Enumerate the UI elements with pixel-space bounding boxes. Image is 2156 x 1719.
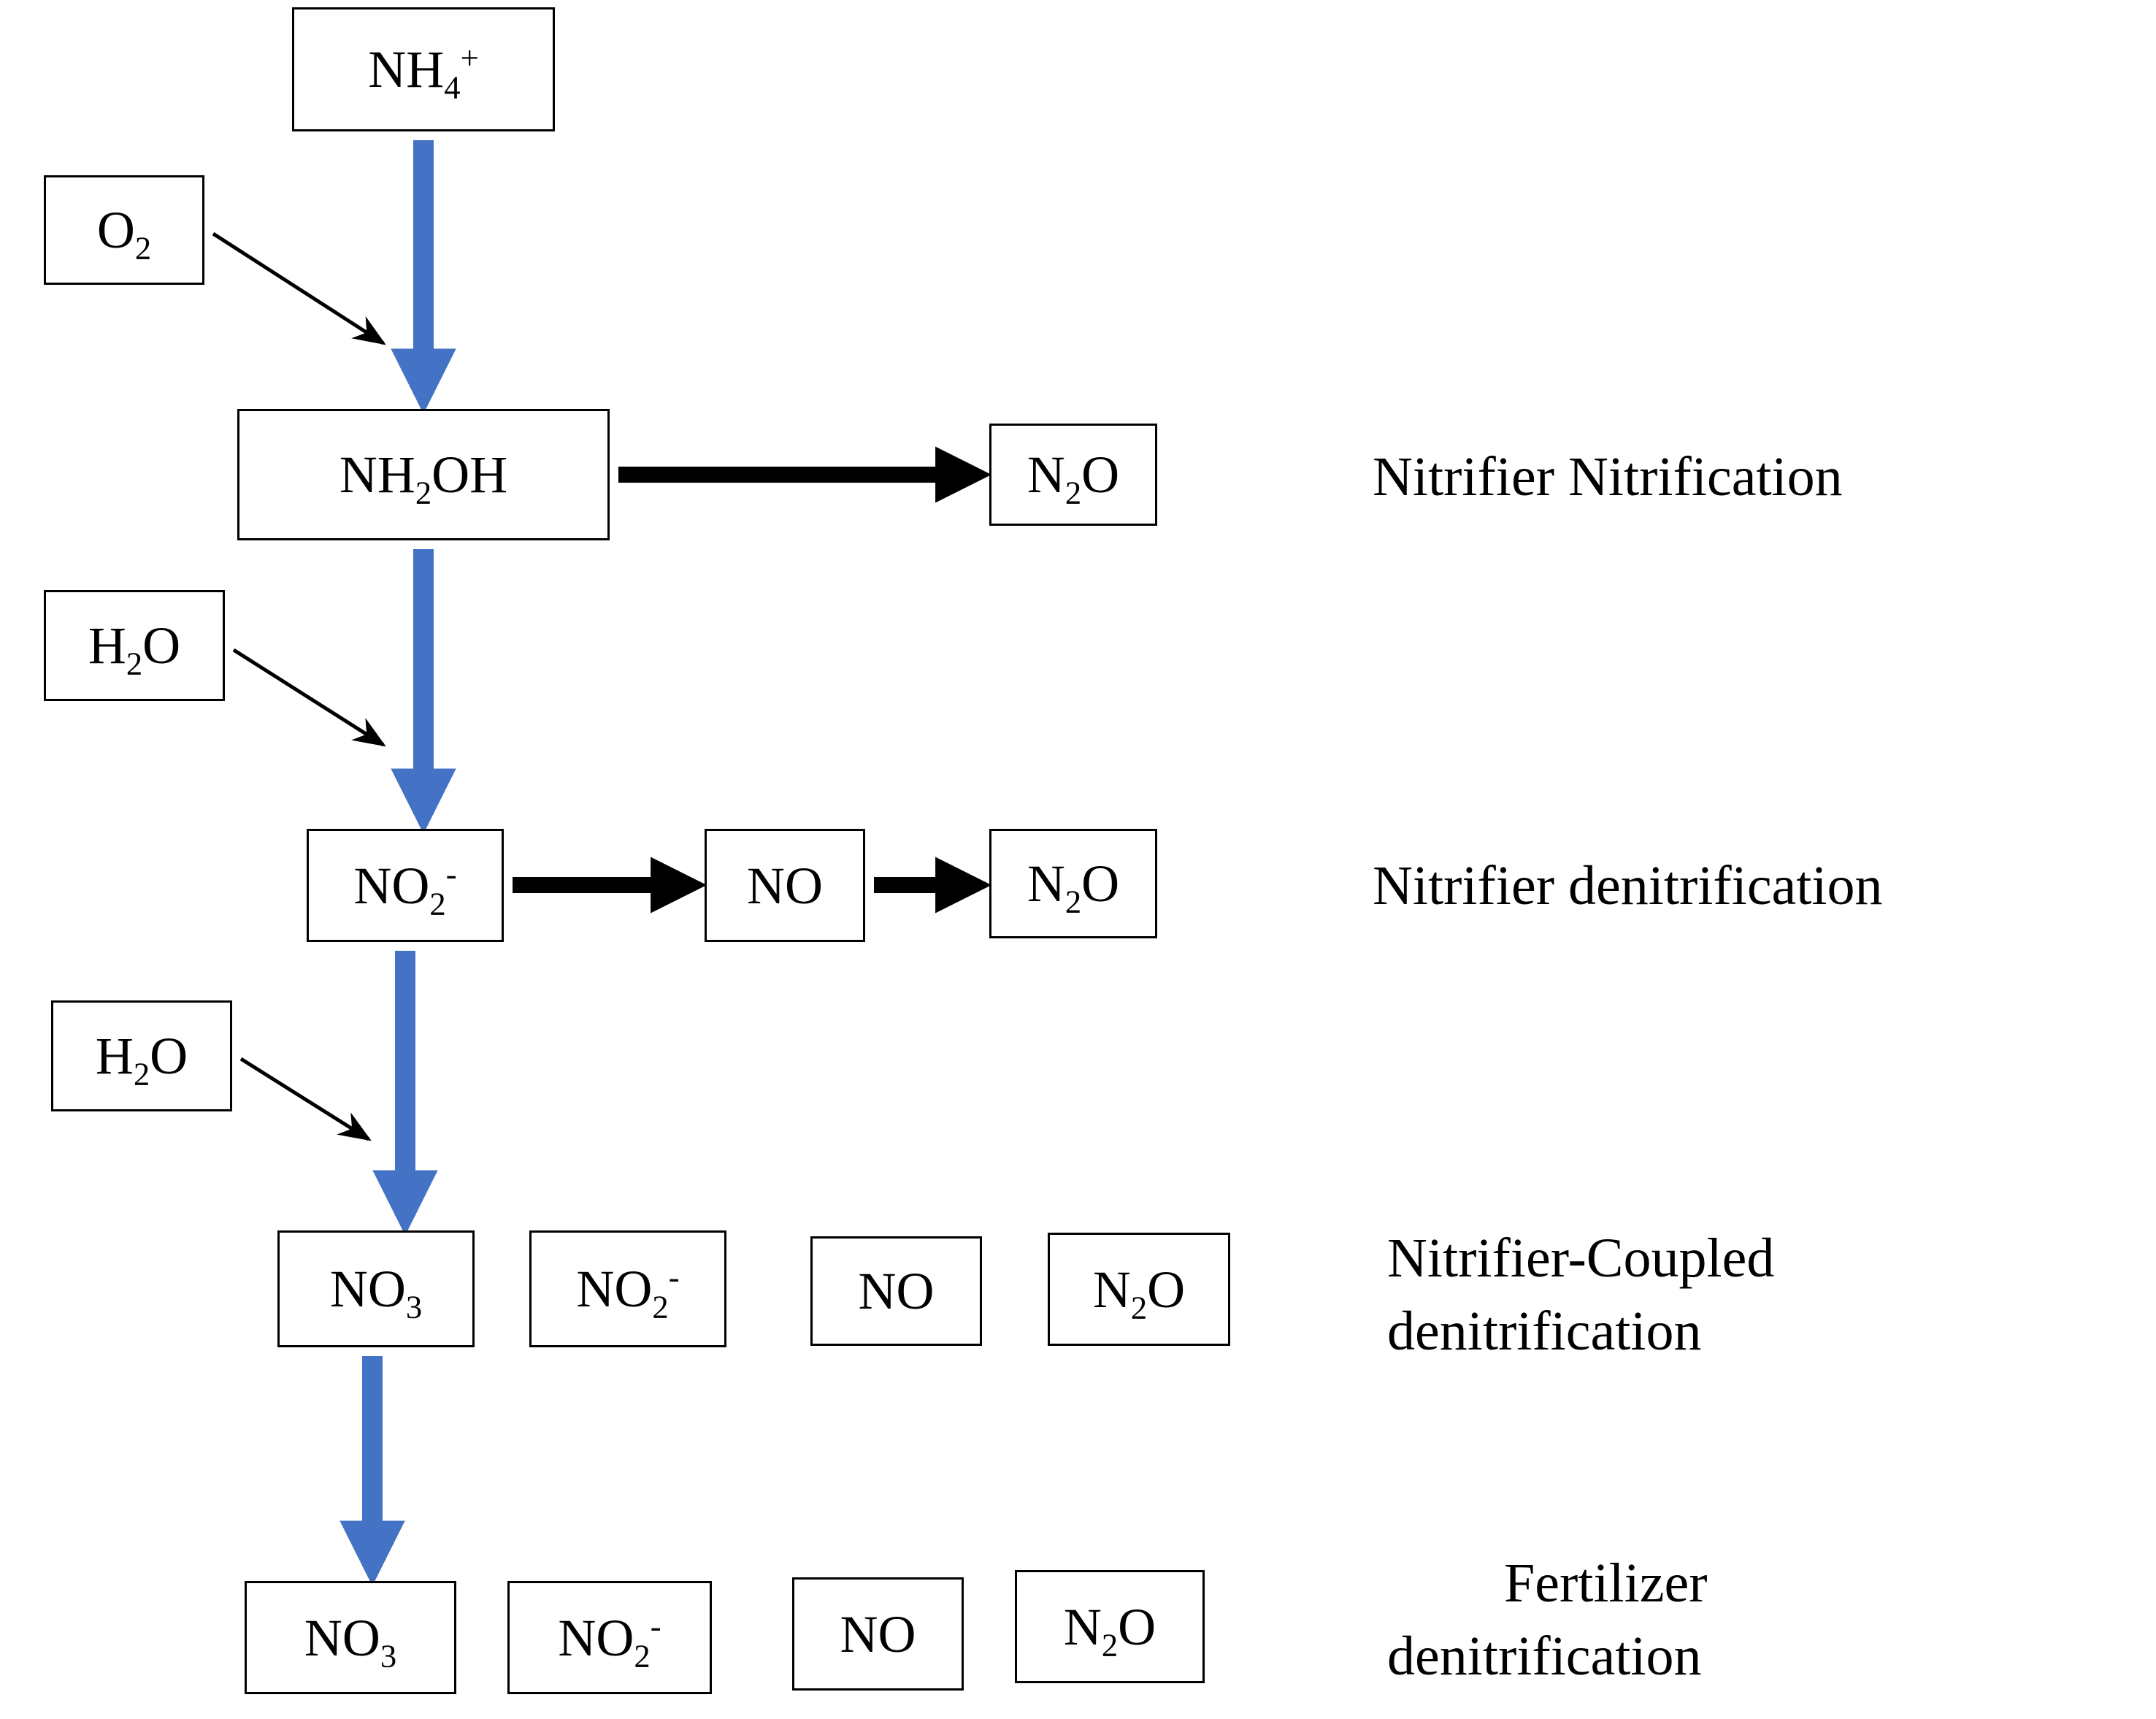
label-lbl3b: denitrification <box>1387 1300 1702 1363</box>
node-nh2oh-label: NH2OH <box>339 448 507 501</box>
label-lbl3a: Nitrifier-Coupled <box>1387 1227 1774 1290</box>
node-h2o_2-label: H2O <box>96 1030 188 1082</box>
node-no_2: NO <box>810 1236 982 1346</box>
node-no2_2: NO2- <box>529 1230 726 1347</box>
node-n2o_1: N2O <box>989 424 1157 526</box>
node-n2o_2-label: N2O <box>1027 857 1119 910</box>
node-n2o_4-label: N2O <box>1064 1601 1156 1653</box>
node-n2o_3-label: N2O <box>1093 1263 1185 1316</box>
label-lbl2: Nitrifier denitrification <box>1373 854 1883 918</box>
node-no3_2: NO3 <box>245 1581 456 1694</box>
node-no3_2-label: NO3 <box>304 1612 396 1664</box>
node-o2-label: O2 <box>97 204 151 256</box>
node-o2: O2 <box>44 175 204 285</box>
node-nh4: NH4+ <box>292 7 555 131</box>
node-n2o_4: N2O <box>1015 1570 1205 1683</box>
node-no_1-label: NO <box>747 860 823 912</box>
node-h2o_1-label: H2O <box>88 619 180 672</box>
black-thin-arrow-0 <box>213 234 383 343</box>
node-no2_1: NO2- <box>307 829 504 942</box>
label-lbl4a: Fertilizer <box>1504 1552 1708 1615</box>
node-h2o_2: H2O <box>51 1000 232 1111</box>
node-h2o_1: H2O <box>44 590 225 701</box>
node-no3_1: NO3 <box>277 1230 475 1347</box>
node-n2o_3: N2O <box>1048 1233 1230 1346</box>
node-n2o_2: N2O <box>989 829 1157 938</box>
node-nh4-label: NH4+ <box>368 43 478 96</box>
node-no_1: NO <box>705 829 865 942</box>
node-no_2-label: NO <box>859 1265 935 1317</box>
diagram-canvas: NH4+ O2 NH2OH N2O H2O NO2- NO N2O H2O NO3 NO2- NO N2… <box>0 0 2156 1719</box>
node-nh2oh: NH2OH <box>237 409 610 540</box>
label-lbl1: Nitrifier Nitrification <box>1373 445 1843 509</box>
black-thin-arrow-2 <box>241 1059 369 1139</box>
node-no_3-label: NO <box>840 1608 916 1661</box>
node-no2_2-label: NO2- <box>576 1263 679 1315</box>
black-thin-arrow-1 <box>234 650 383 745</box>
node-no3_1-label: NO3 <box>330 1263 422 1315</box>
node-n2o_1-label: N2O <box>1027 448 1119 501</box>
node-no2_1-label: NO2- <box>353 860 456 912</box>
label-lbl4b: denitrification <box>1387 1625 1702 1688</box>
node-no2_3-label: NO2- <box>558 1612 661 1664</box>
node-no2_3: NO2- <box>507 1581 712 1694</box>
node-no_3: NO <box>792 1577 964 1691</box>
